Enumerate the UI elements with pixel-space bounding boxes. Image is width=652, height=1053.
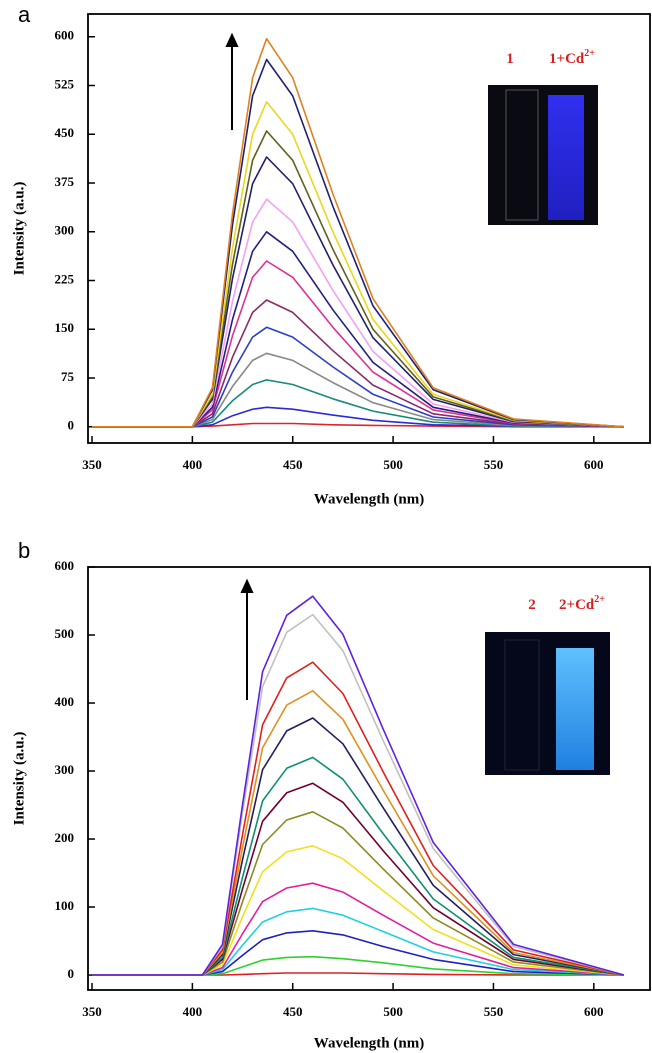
plot-lines bbox=[92, 595, 625, 976]
inset-label-text: 2 bbox=[528, 597, 536, 613]
y-tick-label: 150 bbox=[55, 320, 75, 335]
x-tick-label: 350 bbox=[82, 1004, 102, 1019]
inset-label: 2 bbox=[528, 597, 536, 613]
spectrum-line bbox=[92, 299, 624, 428]
cuvette bbox=[548, 95, 584, 220]
x-tick-label: 350 bbox=[82, 457, 102, 472]
spectrum-line bbox=[92, 717, 625, 976]
spectrum-line bbox=[92, 352, 624, 428]
y-tick-label: 100 bbox=[55, 898, 75, 913]
spectrum-line bbox=[92, 198, 624, 428]
x-tick-label: 400 bbox=[183, 1004, 203, 1019]
panel-label: a bbox=[18, 2, 31, 27]
y-tick-label: 600 bbox=[55, 28, 75, 43]
x-tick-label: 600 bbox=[584, 457, 604, 472]
spectrum-line bbox=[92, 811, 624, 976]
panel-label: b bbox=[18, 538, 30, 563]
y-tick-label: 0 bbox=[68, 966, 75, 981]
spectrum-line bbox=[92, 406, 624, 428]
inset-label: 1+Cd2+ bbox=[549, 48, 595, 67]
y-tick-label: 300 bbox=[55, 762, 75, 777]
y-tick-label: 400 bbox=[55, 694, 75, 709]
y-tick-label: 75 bbox=[61, 369, 75, 384]
y-tick-label: 225 bbox=[55, 271, 75, 286]
spectrum-line bbox=[92, 756, 625, 976]
x-tick-label: 450 bbox=[283, 1004, 303, 1019]
x-tick-label: 550 bbox=[484, 457, 504, 472]
y-axis-title: Intensity (a.u.) bbox=[11, 182, 27, 276]
spectrum-line bbox=[92, 101, 624, 428]
x-tick-label: 400 bbox=[183, 457, 203, 472]
spectrum-line bbox=[92, 130, 624, 428]
x-tick-label: 450 bbox=[283, 457, 303, 472]
spectrum-line bbox=[92, 156, 624, 428]
arrow bbox=[225, 32, 254, 700]
inset-label-text: 1+Cd bbox=[549, 51, 585, 67]
cuvette bbox=[505, 89, 539, 221]
spectrum-line bbox=[92, 690, 625, 976]
x-axis-title: Wavelength (nm) bbox=[314, 1035, 424, 1051]
inset-label-sup: 2+ bbox=[584, 48, 595, 59]
spectrum-line bbox=[92, 613, 625, 976]
y-tick-label: 450 bbox=[55, 125, 75, 140]
y-tick-label: 525 bbox=[55, 76, 75, 91]
spectrum-line bbox=[92, 782, 625, 976]
y-tick-label: 200 bbox=[55, 830, 75, 845]
y-tick-label: 300 bbox=[55, 223, 75, 238]
plot-frame bbox=[87, 13, 651, 444]
spectrum-line bbox=[92, 972, 624, 976]
plot-lines bbox=[92, 37, 624, 428]
spectrum-line bbox=[92, 955, 624, 976]
inset-label: 2+Cd2+ bbox=[559, 594, 605, 613]
x-tick-label: 600 bbox=[584, 1004, 604, 1019]
spectrum-line bbox=[92, 845, 624, 976]
cuvette bbox=[504, 639, 540, 771]
inset-label: 1 bbox=[506, 51, 514, 67]
spectrum-line bbox=[92, 882, 624, 976]
x-tick-label: 550 bbox=[484, 1004, 504, 1019]
cuvette bbox=[556, 648, 594, 770]
y-tick-label: 375 bbox=[55, 174, 75, 189]
inset-label-text: 2+Cd bbox=[559, 597, 595, 613]
spectrum-line bbox=[92, 231, 624, 428]
spectrum-line bbox=[92, 422, 624, 428]
x-axis-title: Wavelength (nm) bbox=[314, 491, 424, 507]
spectrum-line bbox=[92, 661, 625, 976]
spectrum-line bbox=[92, 379, 624, 428]
inset-label-sup: 2+ bbox=[594, 594, 605, 605]
spectrum-line bbox=[92, 260, 624, 428]
spectrum-line bbox=[92, 326, 624, 428]
spectrum-line bbox=[92, 595, 625, 976]
x-tick-label: 500 bbox=[383, 457, 403, 472]
spectrum-line bbox=[92, 37, 624, 428]
inset-label-text: 1 bbox=[506, 51, 514, 67]
y-axis-title: Intensity (a.u.) bbox=[11, 732, 27, 826]
y-tick-label: 0 bbox=[68, 418, 75, 433]
x-tick-label: 500 bbox=[383, 1004, 403, 1019]
plot-frame bbox=[87, 566, 651, 991]
spectrum-line bbox=[92, 907, 624, 976]
y-tick-label: 500 bbox=[55, 626, 75, 641]
y-tick-label: 600 bbox=[55, 558, 75, 573]
spectrum-line bbox=[92, 930, 624, 976]
